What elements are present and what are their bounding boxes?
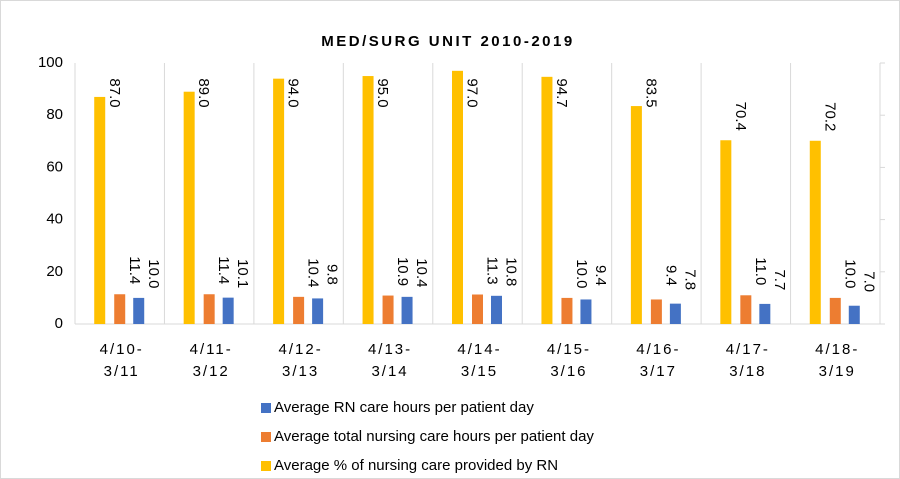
bar: [273, 78, 285, 324]
legend-swatch: [261, 432, 271, 442]
x-tick-label: 3/15: [461, 363, 498, 380]
data-label: 10.0: [573, 259, 590, 288]
data-label: 10.1: [234, 259, 251, 288]
legend-swatch: [261, 403, 271, 413]
bar: [114, 294, 126, 324]
data-label: 10.4: [305, 258, 322, 287]
data-label: 87.0: [106, 78, 123, 107]
x-tick-label: 3/14: [371, 363, 408, 380]
bar: [740, 295, 752, 324]
legend-label: Average RN care hours per patient day: [274, 399, 534, 416]
data-label: 97.0: [464, 78, 481, 107]
bar: [94, 96, 106, 325]
data-label: 10.4: [413, 258, 430, 287]
x-tick-label: 4/17-: [726, 341, 770, 358]
data-label: 7.0: [860, 271, 877, 292]
data-label: 10.9: [394, 257, 411, 286]
legend-label: Average total nursing care hours per pat…: [274, 428, 594, 445]
bar: [183, 91, 195, 325]
bar: [848, 305, 860, 324]
data-label: 83.5: [642, 78, 659, 107]
bar: [203, 294, 215, 324]
y-tick-label: 100: [38, 54, 63, 71]
bar: [472, 294, 483, 324]
y-tick-label: 40: [46, 211, 63, 228]
y-tick-label: 0: [55, 315, 63, 332]
data-label: 94.0: [285, 78, 302, 107]
x-tick-label: 3/11: [104, 363, 140, 380]
x-tick-label: 3/13: [282, 363, 319, 380]
bar: [312, 298, 324, 324]
x-tick-label: 4/15-: [547, 341, 591, 358]
x-tick-label: 4/12-: [279, 341, 323, 358]
data-label: 11.0: [752, 257, 769, 285]
bar: [669, 303, 681, 324]
bar: [133, 297, 145, 324]
x-tick-label: 4/14-: [457, 341, 501, 358]
x-tick-label: 4/10-: [100, 341, 144, 358]
data-label: 9.4: [662, 265, 679, 286]
legend-swatch: [261, 461, 271, 471]
x-tick-label: 4/13-: [368, 341, 412, 358]
y-tick-label: 60: [46, 158, 63, 175]
data-label: 11.3: [484, 256, 501, 284]
bar: [650, 299, 662, 324]
x-tick-label: 3/19: [819, 363, 856, 380]
bar: [401, 296, 413, 324]
bar: [720, 140, 732, 324]
x-tick-label: 3/12: [193, 363, 230, 380]
bar: [382, 295, 394, 324]
data-label: 95.0: [374, 78, 391, 107]
bar: [362, 76, 374, 324]
x-tick-label: 3/16: [550, 363, 587, 380]
bar: [561, 297, 573, 324]
chart-title: MED/SURG UNIT 2010-2019: [321, 33, 574, 50]
bar: [580, 299, 592, 324]
x-tick-label: 4/11-: [190, 341, 233, 358]
bar: [759, 303, 771, 324]
data-label: 10.0: [841, 259, 858, 288]
legend-label: Average % of nursing care provided by RN: [274, 457, 558, 474]
data-label: 7.8: [681, 269, 698, 290]
bar: [630, 106, 642, 324]
x-tick-label: 3/18: [729, 363, 766, 380]
bar: [809, 140, 821, 324]
data-label: 9.8: [324, 264, 341, 285]
data-label: 11.4: [126, 256, 143, 284]
data-label: 70.2: [821, 102, 838, 131]
data-label: 10.8: [503, 257, 520, 286]
bar: [541, 76, 553, 324]
data-label: 94.7: [553, 78, 570, 107]
x-tick-label: 4/16-: [636, 341, 680, 358]
data-label: 11.4: [215, 256, 232, 284]
data-label: 7.7: [771, 269, 788, 290]
data-label: 9.4: [592, 265, 609, 286]
x-tick-label: 3/17: [640, 363, 677, 380]
bar: [829, 297, 841, 324]
data-label: 10.0: [145, 259, 162, 288]
y-tick-label: 80: [46, 106, 63, 123]
bar: [491, 295, 502, 324]
data-label: 89.0: [195, 78, 212, 107]
x-tick-label: 4/18-: [815, 341, 859, 358]
bar: [452, 70, 463, 324]
bar: [293, 296, 305, 324]
data-label: 70.4: [732, 102, 749, 131]
y-tick-label: 20: [46, 263, 63, 280]
bar: [222, 297, 234, 324]
